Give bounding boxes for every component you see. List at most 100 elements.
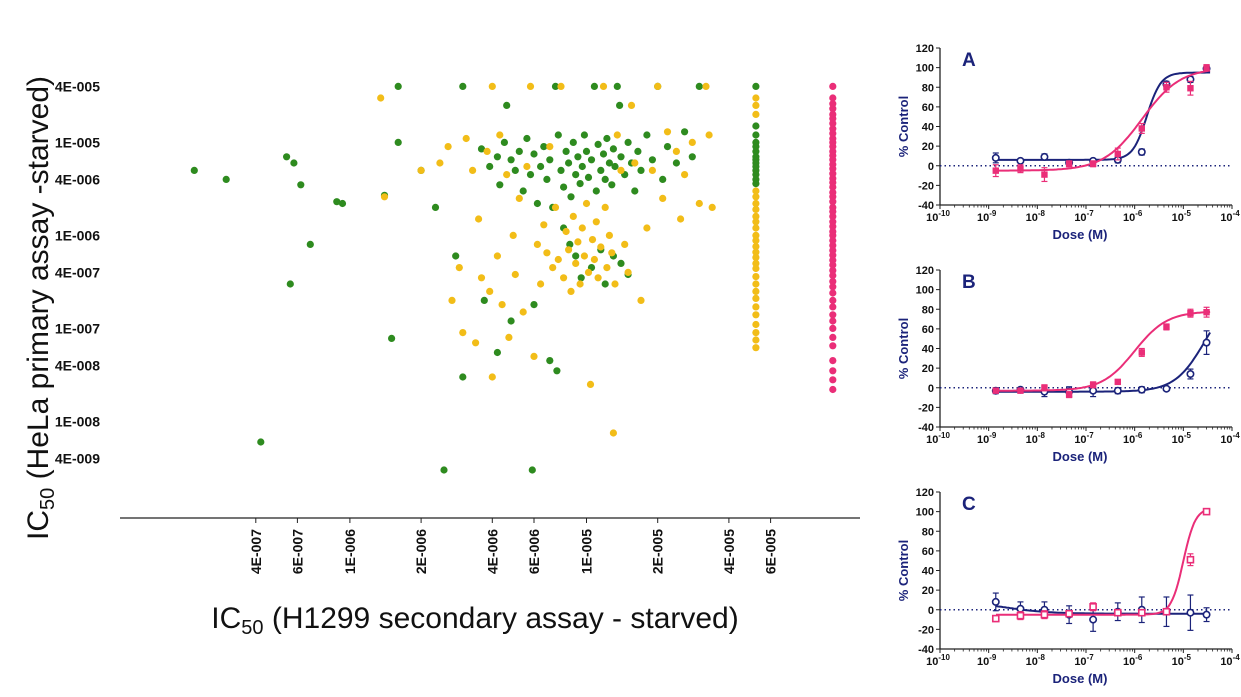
scatter-point — [489, 83, 496, 90]
scatter-point — [530, 353, 537, 360]
scatter-point — [475, 215, 482, 222]
scatter-point — [625, 139, 632, 146]
scatter-point — [436, 159, 443, 166]
panel-y-tick-label: 120 — [916, 487, 934, 499]
scatter-point — [752, 193, 759, 200]
scatter-point — [677, 215, 684, 222]
scatter-point — [499, 301, 506, 308]
scatter-point — [440, 466, 447, 473]
data-point-square — [1090, 161, 1096, 167]
scatter-point — [481, 297, 488, 304]
scatter-series-green — [191, 83, 703, 474]
data-point-square — [1090, 604, 1096, 610]
panel-x-tick-label: 10-4 — [1220, 431, 1240, 446]
panel-x-tick-label: 10-4 — [1220, 209, 1240, 224]
scatter-point — [567, 288, 574, 295]
scatter-point — [752, 265, 759, 272]
data-point-square — [1139, 349, 1145, 355]
scatter-point — [709, 204, 716, 211]
scatter-point — [512, 271, 519, 278]
scatter-point — [625, 269, 632, 276]
panel-y-tick-label: 60 — [922, 546, 934, 558]
main-y-label-rest: (HeLa primary assay -starved) — [22, 76, 55, 488]
main-y-label-prefix: IC — [22, 510, 55, 540]
main-y-tick-label: 4E-008 — [55, 357, 100, 373]
scatter-point — [581, 252, 588, 259]
data-point-circle — [1115, 387, 1121, 393]
scatter-point — [752, 224, 759, 231]
scatter-point — [752, 344, 759, 351]
panel-x-tick-base: 10 — [926, 434, 938, 446]
panel-series-navy — [993, 331, 1211, 397]
scatter-point — [577, 180, 584, 187]
scatter-point — [563, 148, 570, 155]
scatter-point — [659, 176, 666, 183]
scatter-point — [570, 213, 577, 220]
scatter-point — [829, 367, 836, 374]
scatter-point — [191, 167, 198, 174]
data-point-circle — [993, 599, 999, 605]
scatter-point — [529, 466, 536, 473]
main-x-tick-label: 1E-005 — [579, 529, 595, 574]
scatter-series-gold — [377, 83, 716, 437]
panel-y-tick-label: 20 — [922, 141, 934, 153]
panel-x-tick-base: 10 — [1026, 656, 1038, 668]
scatter-point — [752, 131, 759, 138]
data-point-square — [993, 387, 999, 393]
panel-x-tick-exponent: -6 — [1135, 431, 1143, 440]
scatter-point — [593, 218, 600, 225]
scatter-point — [459, 373, 466, 380]
panel-x-tick-exponent: -5 — [1184, 431, 1192, 440]
panel-x-tick-exponent: -4 — [1233, 209, 1241, 218]
scatter-point — [523, 163, 530, 170]
scatter-point — [223, 176, 230, 183]
panel-y-tick-label: 80 — [922, 526, 934, 538]
scatter-point — [610, 429, 617, 436]
panel-x-tick-label: 10-10 — [926, 209, 950, 224]
main-x-label-prefix: IC — [211, 602, 241, 635]
scatter-point — [602, 176, 609, 183]
scatter-point — [631, 159, 638, 166]
scatter-point — [381, 193, 388, 200]
scatter-point — [752, 218, 759, 225]
data-point-circle — [1139, 149, 1145, 155]
main-x-tick-label: 6E-005 — [763, 529, 779, 574]
scatter-point — [597, 167, 604, 174]
main-y-label-subscript: 50 — [37, 488, 59, 510]
scatter-point — [591, 83, 598, 90]
scatter-point — [614, 131, 621, 138]
scatter-point — [579, 163, 586, 170]
panel-x-tick-label: 10-8 — [1026, 209, 1046, 224]
scatter-point — [508, 317, 515, 324]
scatter-point — [681, 128, 688, 135]
scatter-point — [577, 280, 584, 287]
main-scatter-points — [191, 83, 837, 474]
panel-x-tick-label: 10-6 — [1123, 653, 1143, 668]
scatter-point — [489, 373, 496, 380]
data-point-square — [1139, 125, 1145, 131]
main-y-tick-label: 1E-007 — [55, 320, 100, 336]
scatter-point — [486, 163, 493, 170]
panel-x-tick-label: 10-9 — [977, 431, 997, 446]
scatter-point — [611, 163, 618, 170]
panel-x-tick-label: 10-9 — [977, 653, 997, 668]
data-point-square — [1115, 151, 1121, 157]
panel-y-tick-label: 80 — [922, 82, 934, 94]
scatter-point — [567, 193, 574, 200]
scatter-point — [565, 246, 572, 253]
scatter-point — [570, 139, 577, 146]
scatter-point — [752, 288, 759, 295]
panel-x-tick-base: 10 — [1220, 434, 1232, 446]
panel-x-tick-exponent: -4 — [1233, 431, 1241, 440]
scatter-point — [752, 336, 759, 343]
panel-x-tick-label: 10-6 — [1123, 431, 1143, 446]
data-point-square — [993, 616, 999, 622]
main-y-tick-label: 4E-006 — [55, 171, 100, 187]
scatter-point — [829, 317, 836, 324]
scatter-point — [583, 148, 590, 155]
scatter-point — [752, 295, 759, 302]
dose-panel-a: 120100806040200-20-4010-10 10-9 10-8 10-7 10… — [896, 43, 1240, 242]
data-point-square — [1187, 557, 1193, 563]
panel-x-tick-label: 10-5 — [1172, 431, 1192, 446]
scatter-point — [494, 153, 501, 160]
